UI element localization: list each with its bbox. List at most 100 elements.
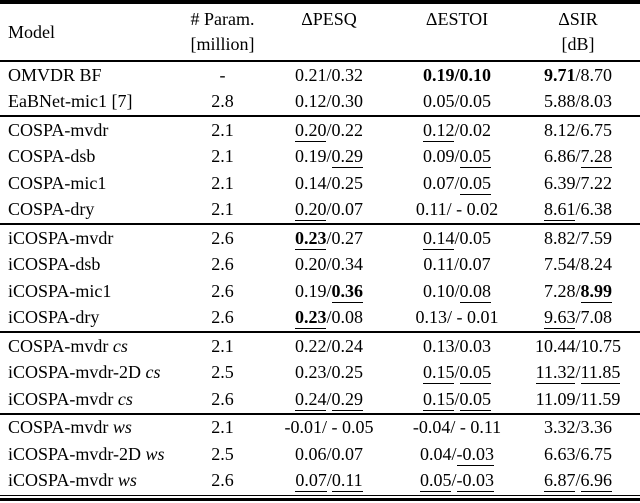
value-part: 0.11 (331, 470, 363, 493)
value-part: 0.08 (459, 280, 491, 303)
value-part: 0.07 (459, 254, 491, 275)
value-part: / (454, 335, 460, 356)
sir-header-line2: [dB] (561, 34, 595, 54)
param-cell: 2.1 (211, 335, 234, 356)
value-part: -0.03 (456, 443, 494, 466)
value-part: 10.44 (534, 335, 576, 356)
value-part: 0.05 (419, 470, 452, 493)
param-cell: 2.5 (211, 443, 234, 464)
value-part: 0.23 (294, 227, 327, 250)
value-part: / (575, 443, 581, 464)
value-part: 0.20 (294, 254, 327, 275)
model-variant-suffix: ws (141, 443, 165, 464)
sir-cell: 6.87/6.96 (516, 470, 640, 493)
value-part: 8.70 (580, 64, 613, 85)
table-row: iCOSPA-dsb 2.6 0.20/0.34 0.11/0.07 7.54/8.24 (0, 252, 640, 279)
value-part: - 0.11 (455, 417, 502, 438)
value-part: 0.27 (331, 227, 364, 248)
param-cell: 2.1 (211, 199, 234, 220)
table-row: iCOSPA-mvdr ws 2.6 0.07/0.11 0.05/-0.03 6.87… (0, 468, 640, 495)
value-part: / (575, 280, 581, 301)
value-part: 0.14 (294, 172, 327, 193)
sir-cell: 11.32/11.85 (516, 362, 640, 385)
param-header-line2: [million] (190, 34, 255, 54)
group-separator-rule (0, 115, 640, 117)
param-cell: 2.6 (211, 388, 234, 409)
value-part: / (326, 388, 332, 409)
value-part: / (575, 417, 581, 438)
value-part: 0.30 (331, 91, 364, 112)
value-part: 0.07 (295, 470, 327, 493)
model-cell: iCOSPA-mvdr (8, 227, 114, 248)
value-part: / (575, 254, 581, 275)
model-cell: iCOSPA-mvdr ws (8, 470, 137, 491)
value-part: / (326, 199, 332, 220)
value-part: 0.06 (294, 443, 327, 464)
value-part: / (326, 443, 332, 464)
value-part: / (326, 307, 332, 328)
value-part: / (326, 64, 332, 85)
estoi-cell: 0.05/0.05 (398, 91, 516, 112)
sir-cell: 8.61/6.38 (516, 199, 640, 222)
table-row: COSPA-dsb 2.1 0.19/0.29 0.09/0.05 6.86/7.28 (0, 144, 640, 171)
value-part: 0.11 (415, 199, 447, 220)
estoi-cell: 0.11/0.07 (398, 254, 516, 275)
value-part: 0.10 (459, 64, 492, 85)
value-part: / (446, 307, 452, 328)
model-cell: iCOSPA-dsb (8, 254, 101, 275)
table-row: COSPA-mic1 2.1 0.14/0.25 0.07/0.05 6.39/7.22 (0, 170, 640, 197)
param-cell: 2.6 (211, 254, 234, 275)
value-part: / (454, 227, 460, 248)
value-part: 9.71 (543, 64, 576, 85)
pesq-cell: 0.23/0.27 (260, 227, 398, 250)
value-part: 0.21 (294, 64, 327, 85)
value-part: 0.29 (331, 388, 363, 411)
estoi-cell: 0.19/0.10 (398, 65, 516, 86)
value-part: 6.75 (580, 119, 613, 140)
value-part: / (454, 280, 460, 301)
sir-cell: 9.63/7.08 (516, 307, 640, 330)
table-row: COSPA-mvdr cs 2.1 0.22/0.24 0.13/0.03 10.44/… (0, 333, 640, 360)
pesq-cell: 0.19/0.29 (260, 146, 398, 169)
param-cell: 2.6 (211, 470, 234, 491)
table-row: iCOSPA-mvdr-2D cs 2.5 0.23/0.25 0.15/0.05 11… (0, 360, 640, 387)
value-part: 7.59 (580, 227, 613, 248)
value-part: / (575, 307, 581, 328)
value-part: / (575, 388, 581, 409)
table-row: COSPA-mvdr ws 2.1 -0.01/ - 0.05 -0.04/ - 0.… (0, 415, 640, 442)
value-part: 0.24 (331, 335, 364, 356)
value-part: / (575, 362, 581, 383)
estoi-cell: 0.09/0.05 (398, 146, 516, 169)
value-part: 0.09 (422, 146, 455, 167)
group-separator-rule (0, 223, 640, 225)
pesq-cell: 0.21/0.32 (260, 65, 398, 86)
model-cell: COSPA-dsb (8, 146, 96, 167)
header-separator-rule (0, 60, 640, 62)
table-row: OMVDR BF -0.21/0.32 0.19/0.10 9.71/8.70 (0, 62, 640, 89)
value-part: 7.28 (580, 146, 612, 169)
value-part: 0.07 (331, 443, 364, 464)
estoi-cell: 0.12/0.02 (398, 119, 516, 142)
value-part: 0.13 (422, 335, 455, 356)
value-part: 9.63 (543, 307, 576, 330)
value-part: 0.22 (294, 335, 327, 356)
value-part: / (454, 254, 460, 275)
sir-cell: 6.39/7.22 (516, 173, 640, 194)
model-cell: COSPA-mic1 (8, 172, 107, 193)
param-cell: 2.8 (211, 91, 234, 112)
value-part: 6.87 (543, 470, 576, 493)
pesq-cell: 0.12/0.30 (260, 91, 398, 112)
value-part: 0.12 (294, 91, 327, 112)
estoi-cell: 0.15/0.05 (398, 362, 516, 385)
pesq-cell: 0.23/0.08 (260, 307, 398, 330)
value-part: 8.61 (543, 199, 576, 222)
value-part: 0.20 (294, 199, 327, 222)
value-part: 11.59 (580, 388, 621, 409)
value-part: 0.05 (459, 362, 491, 385)
value-part: 0.11 (423, 254, 455, 275)
model-variant-suffix: ws (108, 417, 132, 438)
value-part: 7.54 (543, 254, 576, 275)
param-cell: 2.5 (211, 362, 234, 383)
estoi-cell: -0.04/ - 0.11 (398, 417, 516, 438)
sir-cell: 3.32/3.36 (516, 417, 640, 438)
